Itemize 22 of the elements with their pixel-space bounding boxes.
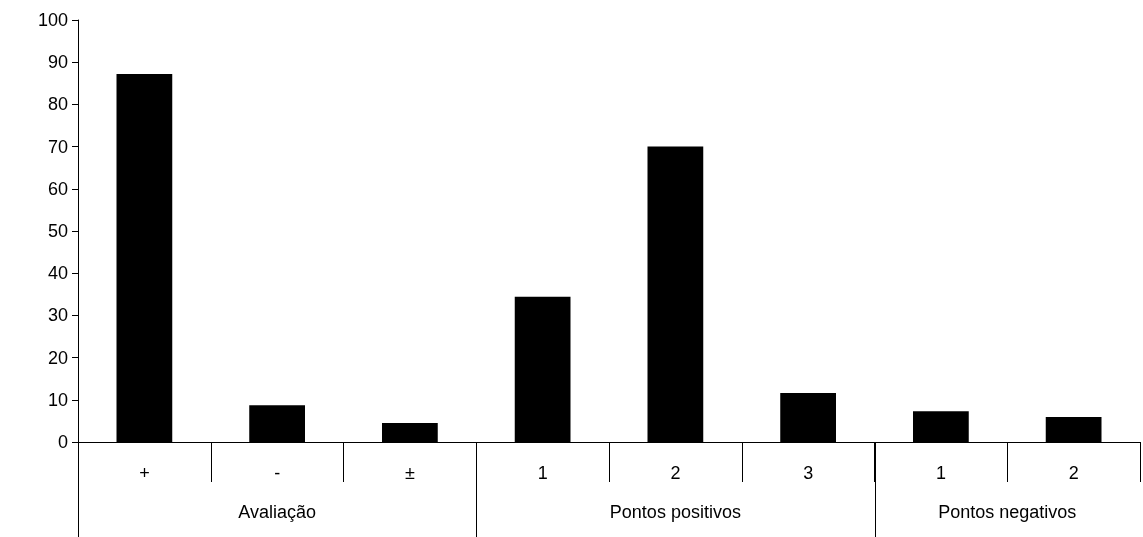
y-tick-label: 10 bbox=[47, 389, 68, 410]
y-tick-label: 90 bbox=[47, 52, 68, 73]
x-tick-label: ± bbox=[404, 463, 415, 483]
y-tick-label: 60 bbox=[47, 178, 68, 199]
x-tick-label: + bbox=[139, 463, 150, 483]
y-tick-label: 100 bbox=[37, 10, 68, 30]
y-tick-label: 30 bbox=[47, 305, 68, 326]
y-tick-label: 50 bbox=[47, 221, 68, 241]
text: Pontos negativos bbox=[938, 502, 1077, 522]
x-tick-label: 1 bbox=[537, 463, 548, 483]
y-tick-label: 80 bbox=[47, 94, 68, 115]
x-tick-label: 2 bbox=[670, 463, 681, 483]
x-tick-label: 1 bbox=[935, 463, 946, 483]
x-tick-label: 3 bbox=[803, 463, 814, 483]
y-tick-label: 70 bbox=[47, 136, 68, 157]
y-tick-label: 20 bbox=[47, 347, 68, 368]
y-tick-label: 0 bbox=[57, 432, 68, 452]
text: Pontos positivos bbox=[609, 502, 741, 522]
x-tick-label: - bbox=[274, 463, 281, 483]
y-tick-label: 40 bbox=[47, 263, 68, 284]
x-tick-label: 2 bbox=[1068, 463, 1079, 483]
text: Avaliação bbox=[238, 502, 316, 522]
